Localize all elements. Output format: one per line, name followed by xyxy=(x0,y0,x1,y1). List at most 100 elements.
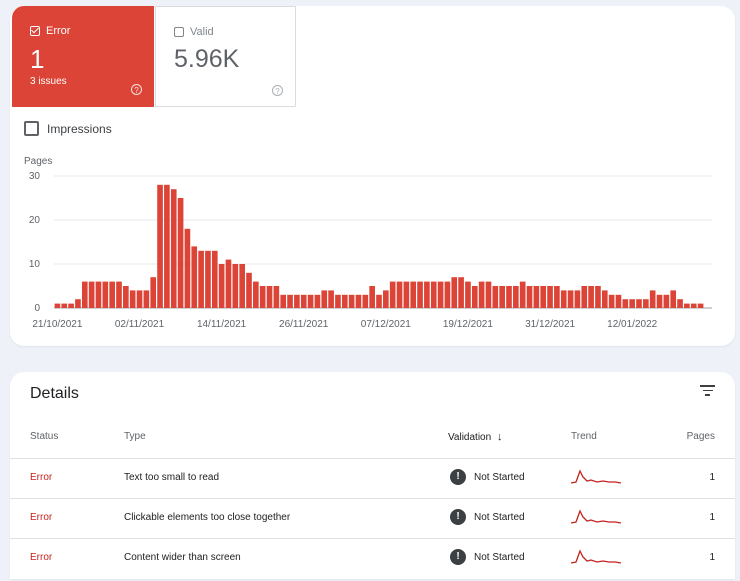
bar[interactable] xyxy=(424,281,430,308)
bar[interactable] xyxy=(601,290,608,308)
bar[interactable] xyxy=(129,290,136,308)
bar[interactable] xyxy=(471,286,478,308)
bar[interactable] xyxy=(417,281,423,308)
filter-icon[interactable] xyxy=(700,385,715,397)
bar[interactable] xyxy=(540,286,547,308)
bar[interactable] xyxy=(273,286,280,308)
bar[interactable] xyxy=(170,189,177,308)
bar[interactable] xyxy=(485,281,492,308)
bar[interactable] xyxy=(690,303,697,308)
bar[interactable] xyxy=(143,290,150,308)
bar[interactable] xyxy=(697,303,704,308)
bar[interactable] xyxy=(533,286,540,308)
bar[interactable] xyxy=(328,290,334,308)
bar[interactable] xyxy=(567,290,574,308)
bar[interactable] xyxy=(677,299,683,308)
bar[interactable] xyxy=(307,294,314,308)
bar[interactable] xyxy=(294,294,300,308)
bar[interactable] xyxy=(649,290,656,308)
bar[interactable] xyxy=(198,250,204,308)
bar[interactable] xyxy=(246,272,252,308)
bar[interactable] xyxy=(211,250,218,308)
bar[interactable] xyxy=(88,281,95,308)
bar[interactable] xyxy=(232,264,239,308)
help-icon[interactable]: ? xyxy=(272,85,283,96)
bar[interactable] xyxy=(54,303,61,308)
bar[interactable] xyxy=(205,250,211,308)
bar[interactable] xyxy=(684,303,690,308)
error-checkbox[interactable] xyxy=(30,26,40,36)
bar[interactable] xyxy=(465,281,471,308)
bar[interactable] xyxy=(369,286,375,308)
bar[interactable] xyxy=(61,303,68,308)
bar[interactable] xyxy=(629,299,635,308)
bar[interactable] xyxy=(109,281,115,308)
bar[interactable] xyxy=(622,299,629,308)
bar[interactable] xyxy=(341,294,348,308)
bar[interactable] xyxy=(581,286,588,308)
bar[interactable] xyxy=(191,246,198,308)
error-tile[interactable]: Error 1 3 issues ? xyxy=(12,6,154,107)
bar[interactable] xyxy=(478,281,485,308)
impressions-checkbox[interactable] xyxy=(24,121,39,136)
bar[interactable] xyxy=(116,281,122,308)
bar[interactable] xyxy=(410,281,417,308)
bar[interactable] xyxy=(150,277,157,308)
bar[interactable] xyxy=(355,294,362,308)
bar[interactable] xyxy=(348,294,355,308)
bar[interactable] xyxy=(300,294,307,308)
bar[interactable] xyxy=(362,294,369,308)
bar[interactable] xyxy=(615,294,622,308)
bar[interactable] xyxy=(177,198,184,308)
bar[interactable] xyxy=(506,286,512,308)
bar[interactable] xyxy=(81,281,88,308)
bar[interactable] xyxy=(458,277,464,308)
bar[interactable] xyxy=(266,286,273,308)
bar[interactable] xyxy=(68,303,74,308)
bar[interactable] xyxy=(670,290,677,308)
bar[interactable] xyxy=(259,286,266,308)
table-row[interactable]: Error Clickable elements too close togeth… xyxy=(10,498,735,539)
bar[interactable] xyxy=(335,294,341,308)
valid-tile[interactable]: Valid 5.96K ? xyxy=(155,6,296,107)
bar[interactable] xyxy=(608,294,615,308)
bar[interactable] xyxy=(280,294,287,308)
bar[interactable] xyxy=(492,286,499,308)
bar[interactable] xyxy=(396,281,403,308)
bar[interactable] xyxy=(95,281,102,308)
bar[interactable] xyxy=(430,281,437,308)
bar[interactable] xyxy=(574,290,581,308)
validation-header[interactable]: Validation ↓ xyxy=(448,431,502,443)
bar[interactable] xyxy=(389,281,396,308)
bar[interactable] xyxy=(526,286,533,308)
bar[interactable] xyxy=(656,294,663,308)
bar[interactable] xyxy=(451,277,458,308)
bar[interactable] xyxy=(225,259,232,308)
bar[interactable] xyxy=(157,184,163,308)
bar[interactable] xyxy=(403,281,410,308)
bar[interactable] xyxy=(499,286,505,308)
bar[interactable] xyxy=(287,294,293,308)
bar[interactable] xyxy=(383,290,389,308)
bar[interactable] xyxy=(513,286,519,308)
bar[interactable] xyxy=(560,290,567,308)
bar[interactable] xyxy=(136,290,143,308)
bar[interactable] xyxy=(314,294,321,308)
bar[interactable] xyxy=(643,299,649,308)
bar[interactable] xyxy=(437,281,444,308)
bar[interactable] xyxy=(595,286,601,308)
help-icon[interactable]: ? xyxy=(131,84,142,95)
table-row[interactable]: Error Content wider than screen! Not Start… xyxy=(10,538,735,579)
valid-checkbox[interactable] xyxy=(174,27,184,37)
bar[interactable] xyxy=(588,286,594,308)
bar[interactable] xyxy=(663,294,670,308)
bar[interactable] xyxy=(75,299,81,308)
bar[interactable] xyxy=(239,264,245,308)
bar[interactable] xyxy=(444,281,451,308)
bar[interactable] xyxy=(184,228,191,308)
table-row[interactable]: Error Text too small to read! Not Started 1 xyxy=(10,458,735,499)
bar[interactable] xyxy=(554,286,560,308)
bar[interactable] xyxy=(218,264,225,308)
bar[interactable] xyxy=(547,286,553,308)
bar[interactable] xyxy=(253,281,259,308)
